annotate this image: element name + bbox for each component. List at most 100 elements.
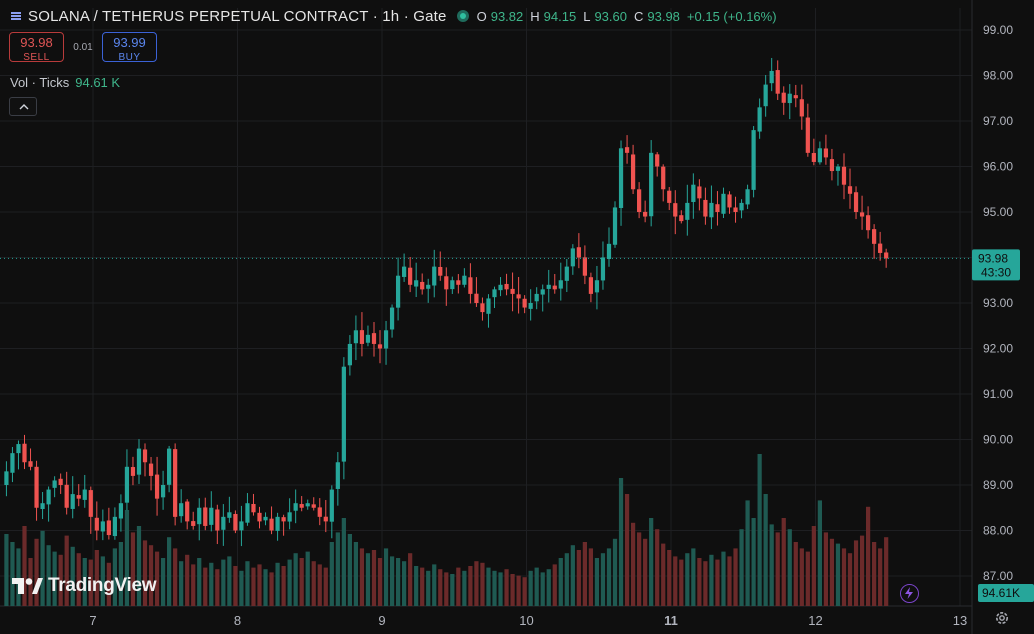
chevron-up-icon — [19, 104, 29, 110]
tradingview-logo[interactable]: TradingView — [12, 575, 157, 597]
time-axis[interactable]: 7 8 9 10 11 12 13 — [89, 613, 967, 628]
volume-bar — [582, 542, 587, 606]
candle-body — [191, 521, 196, 526]
candle-body — [715, 204, 720, 212]
volume-bar — [100, 556, 105, 606]
volume-bar — [510, 574, 515, 606]
buy-price: 93.99 — [113, 35, 146, 50]
y-tick-label: 95.00 — [983, 205, 1013, 219]
market-status-icon — [456, 10, 469, 22]
candle-body — [600, 257, 606, 281]
sell-label: SELL — [23, 52, 50, 63]
candle-body — [558, 280, 563, 289]
candle-body — [637, 189, 642, 212]
candle-body — [522, 298, 527, 308]
candle-body — [884, 252, 889, 259]
candle-body — [691, 184, 696, 202]
volume-bar — [359, 548, 365, 606]
volume-bar — [88, 559, 93, 606]
volume-bar — [528, 570, 533, 606]
volume-bar — [438, 569, 443, 606]
volume-bar — [432, 564, 437, 606]
volume-bar — [34, 538, 39, 606]
candle-body — [185, 501, 190, 522]
volume-bar — [649, 518, 654, 606]
candle-body — [811, 153, 816, 162]
candle-body — [46, 489, 51, 505]
candle-body — [799, 99, 804, 117]
volume-bar — [763, 494, 768, 606]
volume-bar — [408, 553, 413, 606]
low-label: L — [583, 8, 591, 24]
volume-bar — [389, 556, 395, 606]
volume-bar — [612, 538, 618, 606]
volume-bar — [811, 526, 816, 606]
candle-body — [504, 283, 509, 290]
volume-bar — [793, 542, 798, 606]
countdown-label: 43:30 — [981, 265, 1011, 279]
candle-body — [16, 444, 21, 454]
candle-body — [757, 107, 762, 132]
spread-value: 0.01 — [73, 41, 93, 53]
candle-body — [130, 467, 136, 476]
candle-body — [275, 516, 280, 531]
candle-body — [432, 266, 437, 286]
last-price-badge — [972, 249, 1020, 281]
candle-body — [534, 293, 539, 302]
settings-gear-icon[interactable] — [994, 610, 1010, 626]
volume-bar — [245, 561, 250, 606]
candle-body — [142, 449, 148, 463]
candle-body — [835, 166, 841, 171]
volume-bar — [233, 566, 238, 606]
sell-price: 93.98 — [20, 35, 53, 50]
candle-body — [245, 503, 250, 523]
volume-bar — [179, 561, 184, 606]
candle-body — [112, 516, 117, 537]
candle-body — [775, 70, 780, 94]
buy-button[interactable]: 93.99 BUY — [102, 32, 157, 63]
candle-body — [197, 507, 202, 525]
lightning-icon[interactable] — [900, 584, 919, 603]
volume-bar — [697, 558, 702, 606]
candle-body — [438, 266, 443, 276]
sell-button[interactable]: 93.98 SELL — [9, 32, 64, 63]
x-tick-label: 13 — [953, 613, 967, 628]
y-tick-label: 88.00 — [983, 524, 1013, 538]
candle-body — [203, 507, 208, 526]
change-value: +0.15 (+0.16%) — [686, 8, 777, 24]
volume-bar — [414, 566, 419, 606]
volume-bar — [570, 545, 575, 606]
volume-bar — [215, 569, 220, 606]
volume-bar — [781, 518, 786, 606]
volume-bar — [197, 558, 202, 606]
volume-legend[interactable]: Vol · Ticks 94.61 K — [10, 75, 120, 90]
collapse-legend-button[interactable] — [9, 97, 37, 116]
price-axis[interactable]: 87.0088.0089.0090.0091.0092.0093.0094.00… — [983, 23, 1013, 583]
candle-body — [420, 281, 425, 290]
volume-bar — [10, 542, 15, 606]
candle-body — [655, 154, 660, 167]
volume-bar — [667, 550, 672, 606]
symbol-title[interactable]: SOLANA / TETHERUS PERPETUAL CONTRACT · 1… — [28, 7, 447, 25]
volume-bar — [878, 548, 883, 606]
candle-body — [329, 489, 334, 522]
candle-body — [823, 148, 829, 158]
candle-body — [377, 344, 383, 349]
volume-bar — [799, 548, 804, 606]
candle-body — [154, 474, 160, 499]
volume-bar — [805, 551, 810, 606]
y-tick-label: 89.00 — [983, 478, 1013, 492]
volume-bar — [70, 546, 75, 606]
candle-body — [28, 461, 33, 467]
volume-bar — [841, 548, 847, 606]
volume-bar — [136, 526, 142, 606]
candle-body — [685, 202, 690, 220]
low-value: 93.60 — [594, 8, 627, 24]
volume-bar — [317, 564, 322, 606]
volume-bar — [540, 572, 545, 606]
volume-bar — [624, 494, 630, 606]
candle-body — [462, 275, 467, 285]
candle-body — [341, 366, 346, 462]
volume-bar — [227, 556, 232, 606]
